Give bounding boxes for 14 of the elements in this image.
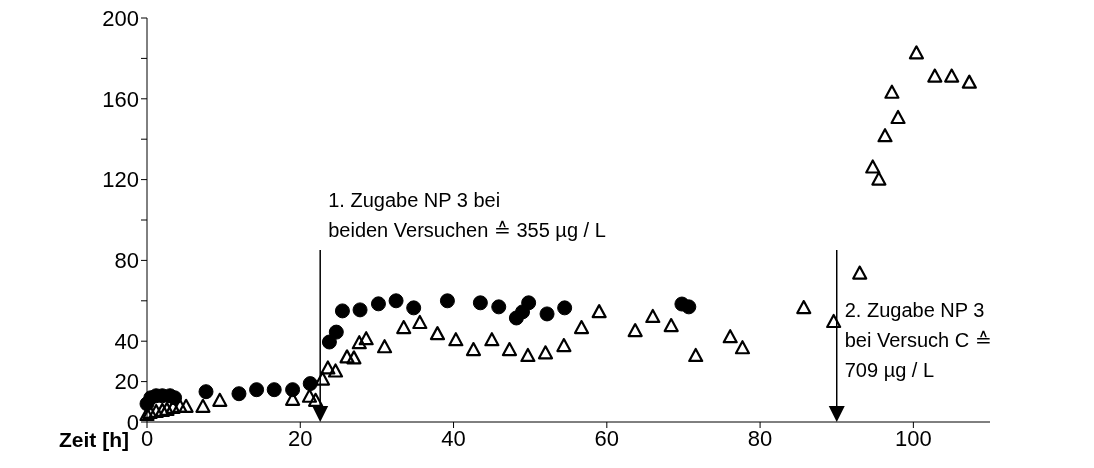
y-tick-label: 80 bbox=[114, 248, 139, 274]
y-tick-label: 20 bbox=[114, 369, 139, 395]
x-tick-label: 20 bbox=[288, 425, 313, 451]
x-tick-label: 40 bbox=[441, 425, 466, 451]
y-tick-label: 200 bbox=[102, 5, 139, 31]
ref-line-label: 1. Zugabe NP 3 bei beiden Versuchen ≙ 355 µg / L bbox=[328, 189, 606, 241]
y-tick-label: 160 bbox=[102, 86, 139, 112]
x-tick-label: 80 bbox=[747, 425, 773, 451]
y-tick-label: 40 bbox=[114, 329, 139, 355]
x-tick-label: 60 bbox=[594, 425, 620, 451]
y-tick-label: 120 bbox=[102, 167, 139, 193]
x-tick-label: 100 bbox=[895, 425, 932, 451]
x-axis-title: Zeit [h] bbox=[59, 428, 129, 451]
ref-line-label: 2. Zugabe NP 3 bei Versuch C ≙ 709 µg / L bbox=[844, 299, 992, 381]
